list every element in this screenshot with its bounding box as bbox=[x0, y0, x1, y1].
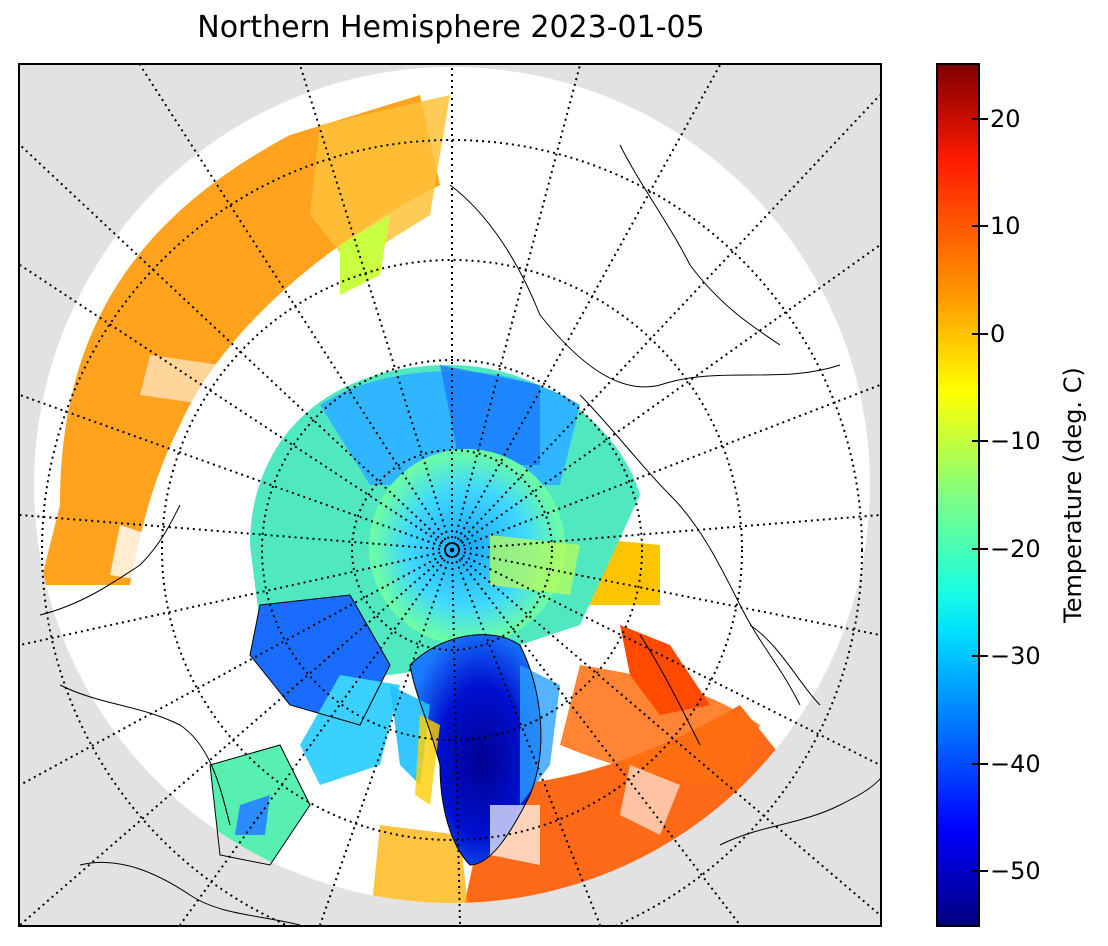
colorbar-tick-inner bbox=[972, 332, 980, 335]
colorbar-tick-inner bbox=[972, 225, 980, 228]
colorbar-tick-inner bbox=[972, 655, 980, 658]
colorbar-tick bbox=[980, 870, 988, 873]
colorbar-tick-inner bbox=[972, 547, 980, 550]
colorbar bbox=[936, 63, 980, 927]
colorbar-title: Temperature (deg. C) bbox=[1059, 367, 1087, 623]
colorbar-tick bbox=[980, 117, 988, 120]
graticule bbox=[20, 65, 880, 925]
colorbar-tick-label: −40 bbox=[990, 749, 1041, 778]
map-title: Northern Hemisphere 2023-01-05 bbox=[197, 10, 705, 45]
map-canvas bbox=[20, 65, 880, 925]
colorbar-tick bbox=[980, 440, 988, 443]
colorbar-tick bbox=[980, 655, 988, 658]
colorbar-tick-label: 10 bbox=[990, 212, 1021, 241]
colorbar-tick-inner bbox=[972, 117, 980, 120]
temperature-field bbox=[34, 67, 870, 903]
colorbar-tick-label: −10 bbox=[990, 427, 1041, 456]
colorbar-tick-inner bbox=[972, 762, 980, 765]
coastlines bbox=[39, 144, 880, 925]
colorbar-tick bbox=[980, 332, 988, 335]
colorbar-tick bbox=[980, 762, 988, 765]
colorbar-tick-inner bbox=[972, 440, 980, 443]
colorbar-tick-label: −20 bbox=[990, 534, 1041, 563]
colorbar-tick-label: 20 bbox=[990, 104, 1021, 133]
colorbar-tick bbox=[980, 225, 988, 228]
colorbar-tick-label: −50 bbox=[990, 857, 1041, 886]
colorbar-tick-label: −30 bbox=[990, 642, 1041, 671]
colorbar-tick bbox=[980, 547, 988, 550]
colorbar-tick-inner bbox=[972, 870, 980, 873]
colorbar-tick-label: 0 bbox=[990, 319, 1006, 348]
polar-map bbox=[18, 63, 882, 927]
